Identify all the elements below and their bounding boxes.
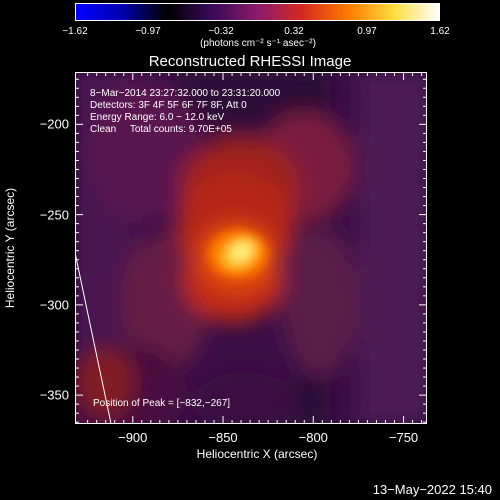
annotation-peak-position: Position of Peak = [−832,−267] [93, 398, 230, 409]
axis-ticks [75, 72, 427, 424]
annotation-detectors: Detectors: 3F 4F 5F 6F 7F 8F, Att 0 [90, 100, 247, 111]
colorbar-tick-label: −0.97 [135, 26, 161, 37]
y-tick-label: −200 [39, 116, 69, 132]
chart-title: Reconstructed RHESSI Image [148, 53, 352, 70]
annotation-clean-total-counts: Clean Total counts: 9.70E+05 [90, 124, 232, 135]
colorbar-tick-label: 0.97 [357, 26, 377, 37]
x-tick-label: −800 [298, 430, 328, 445]
colorbar-tick-label: −0.32 [208, 26, 234, 37]
y-axis-label: Heliocentric Y (arcsec) [3, 187, 17, 309]
plot-frame [75, 72, 427, 424]
colorbar-tick-label: 1.62 [430, 26, 450, 37]
timestamp: 13−May−2022 15:40 [372, 482, 492, 497]
x-tick-label: −850 [208, 430, 238, 445]
y-tick-label: −250 [39, 207, 69, 223]
x-tick-label: −750 [388, 430, 419, 445]
y-tick-label: −350 [39, 387, 69, 403]
y-tick-label: −300 [39, 297, 69, 313]
solar-limb-line [75, 252, 112, 424]
colorbar-tick-label: −1.62 [62, 26, 88, 37]
x-axis-label: Heliocentric X (arcsec) [196, 447, 318, 461]
heatmap-emission [75, 72, 427, 424]
colorbar-tick-label: 0.32 [284, 26, 304, 37]
colorbar-unit-label: (photons cm⁻² s⁻¹ asec⁻²) [200, 38, 316, 49]
heatmap-peak-region [208, 230, 268, 278]
heatmap-plot: 8−Mar−2014 23:27:32.000 to 23:31:20.000 … [75, 72, 427, 424]
annotation-energy-range: Energy Range: 6.0 − 12.0 keV [90, 112, 225, 123]
colorbar [75, 3, 440, 21]
annotation-time-range: 8−Mar−2014 23:27:32.000 to 23:31:20.000 [90, 88, 281, 99]
x-tick-label: −900 [118, 430, 148, 445]
